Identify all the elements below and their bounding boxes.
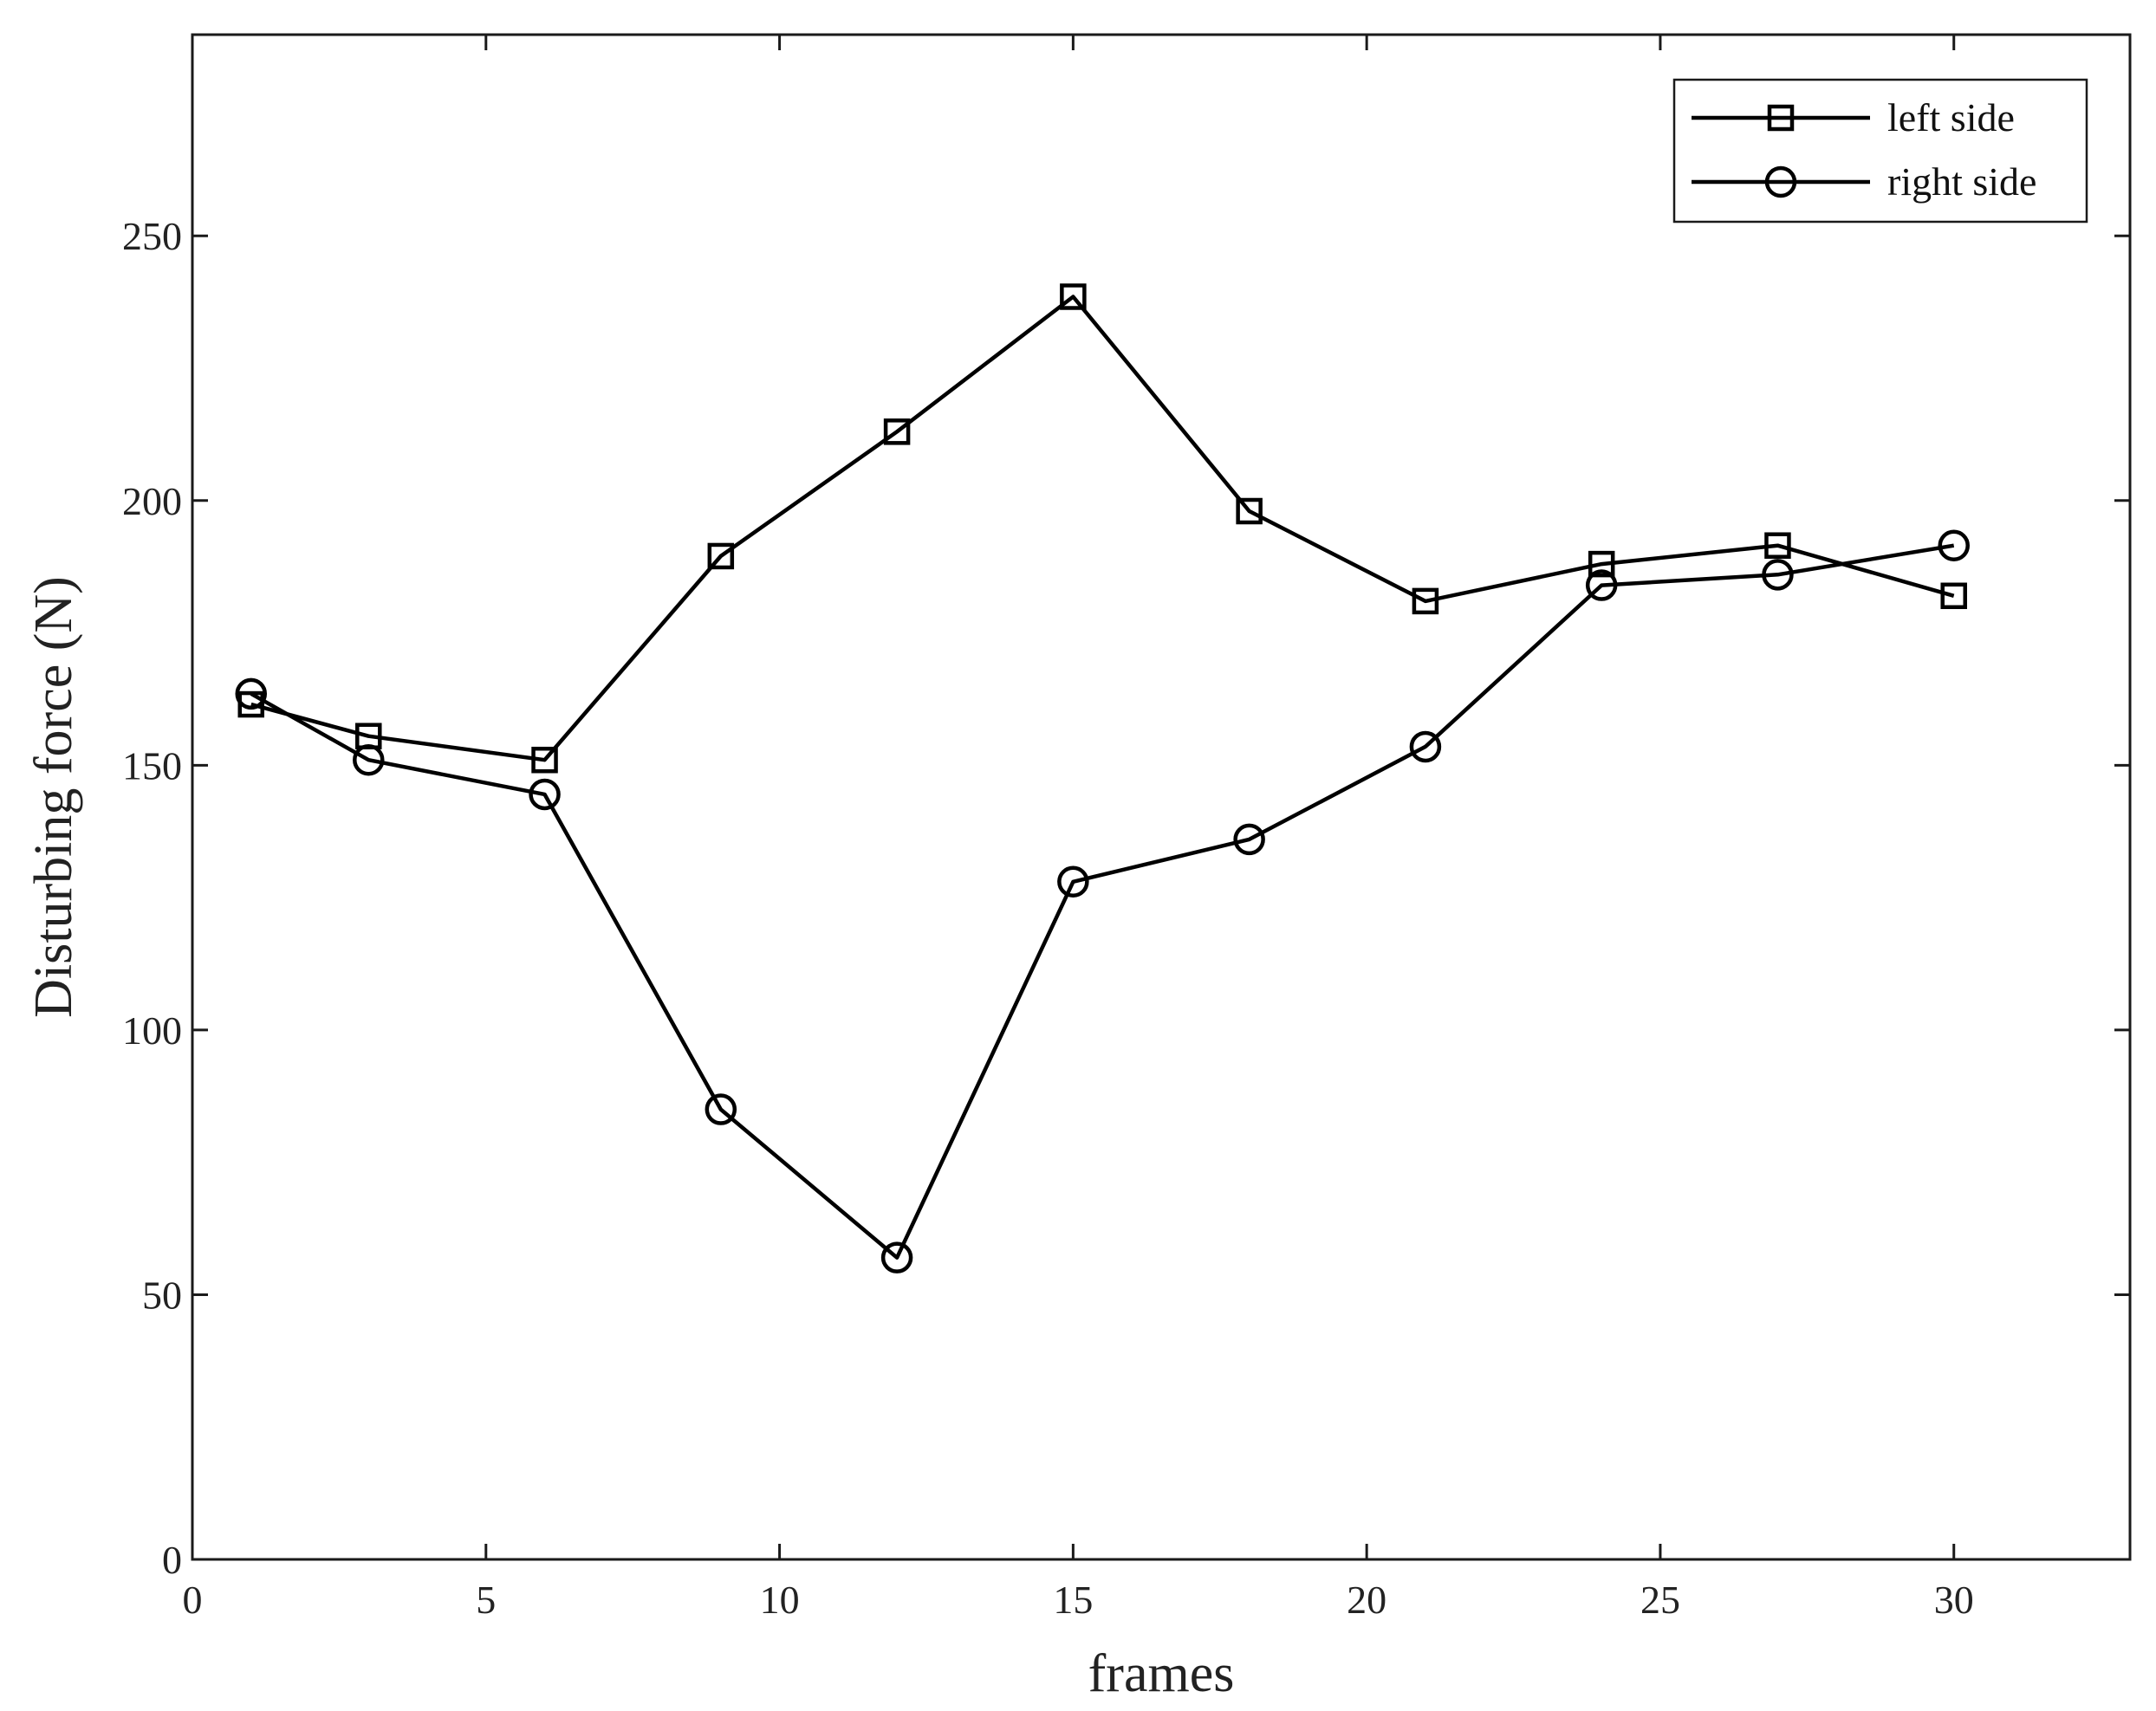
x-tick-label-4: 20 (1347, 1578, 1386, 1622)
data-point-0-3 (707, 542, 735, 570)
data-point-0-4 (883, 418, 911, 445)
x-tick-label-2: 10 (760, 1578, 800, 1622)
series-1 (235, 529, 1970, 1274)
data-point-1-9 (1762, 559, 1794, 591)
y-tick-label-1: 50 (142, 1273, 182, 1317)
x-tick-label-5: 25 (1640, 1578, 1680, 1622)
data-point-1-10 (1938, 529, 1970, 561)
data-point-0-7 (1412, 587, 1439, 615)
legend-label-1: right side (1887, 159, 2036, 204)
y-tick-label-3: 150 (122, 743, 182, 787)
tick-labels: 0 5 10 15 20 25 30 0 50 100 150 200 250 (122, 214, 1974, 1622)
data-point-1-0 (235, 677, 268, 710)
data-point-1-2 (529, 778, 561, 811)
data-point-0-10 (1940, 582, 1967, 610)
plot-frame (191, 33, 2132, 1561)
x-tick-label-0: 0 (183, 1578, 203, 1622)
y-axis-title: Disturbing force (N) (24, 576, 83, 1018)
y-tick-label-4: 200 (122, 479, 182, 523)
legend-marker-1 (1764, 165, 1797, 198)
legend: left side right side (1672, 78, 2088, 224)
y-tick-label-5: 250 (122, 214, 182, 258)
series-line-0 (250, 295, 1955, 762)
data-point-0-2 (531, 746, 558, 774)
data-point-1-3 (705, 1093, 737, 1125)
legend-marker-0 (1767, 104, 1795, 132)
data-point-0-5 (1060, 283, 1087, 310)
legend-label-0: left side (1887, 95, 2015, 139)
series-0 (237, 283, 1967, 774)
x-tick-label-6: 30 (1934, 1578, 1974, 1622)
legend-box (1672, 78, 2088, 224)
data-point-0-8 (1588, 550, 1615, 578)
x-tick-label-3: 15 (1053, 1578, 1093, 1622)
series-line-1 (250, 543, 1955, 1260)
x-tick-label-1: 5 (476, 1578, 496, 1622)
axis-ticks (191, 35, 2130, 1561)
series-layer (235, 283, 1970, 1274)
data-point-0-9 (1764, 532, 1791, 559)
data-point-1-7 (1409, 730, 1442, 763)
x-axis-title: frames (1088, 1644, 1235, 1703)
y-tick-label-0: 0 (162, 1538, 182, 1582)
data-point-1-4 (880, 1241, 913, 1274)
data-point-1-1 (353, 743, 385, 776)
data-point-1-6 (1233, 823, 1265, 856)
data-point-1-5 (1057, 865, 1089, 898)
y-tick-label-2: 100 (122, 1008, 182, 1053)
data-point-0-6 (1236, 497, 1263, 525)
data-point-1-8 (1585, 569, 1618, 601)
